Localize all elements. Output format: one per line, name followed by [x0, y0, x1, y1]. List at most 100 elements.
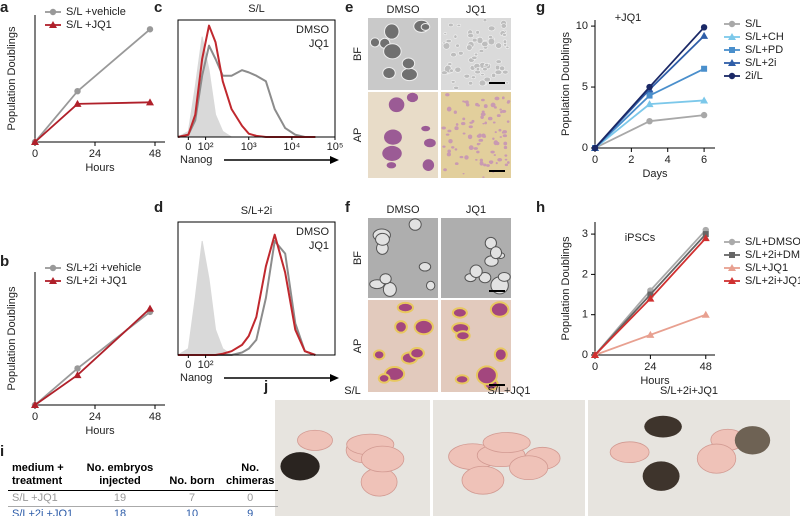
column-header: JQ1	[466, 4, 486, 16]
colony	[401, 57, 416, 70]
colony	[466, 44, 473, 51]
x-tick-label: 24	[89, 411, 101, 423]
photo-title: S/L+JQ1	[487, 385, 530, 397]
colony	[479, 158, 484, 162]
colony	[505, 45, 510, 49]
colony	[475, 365, 498, 386]
colony	[506, 120, 510, 123]
data-point	[146, 98, 154, 106]
colony	[481, 133, 486, 138]
colony	[425, 280, 436, 291]
colony	[478, 79, 486, 87]
colony	[497, 271, 511, 282]
y-axis-title: Population Doublings	[560, 32, 572, 136]
legend-marker	[729, 252, 735, 258]
x-tick-label: 0	[592, 154, 598, 166]
panel-letter: j	[263, 378, 268, 395]
legend-label: S/L +JQ1	[66, 19, 112, 31]
colony	[456, 23, 461, 27]
colony	[443, 32, 448, 35]
colony	[506, 161, 510, 164]
legend-label: S/L+2i+DMSO	[745, 249, 800, 261]
panel-letter: g	[536, 0, 545, 16]
colony	[471, 119, 475, 123]
data-point	[646, 117, 653, 125]
data-point	[646, 83, 653, 91]
colony	[462, 100, 465, 103]
plot-frame	[177, 19, 336, 138]
data-point	[700, 24, 708, 31]
colony	[460, 122, 466, 126]
row-label: BF	[352, 251, 364, 265]
x-tick-label: 4	[665, 154, 671, 166]
chart-title: S/L	[248, 3, 265, 15]
colony	[495, 42, 502, 49]
colony	[483, 76, 491, 83]
y-tick-label: 1	[582, 309, 588, 321]
colony	[484, 236, 497, 250]
legend-marker	[728, 264, 736, 271]
colony	[418, 262, 432, 272]
data-point	[591, 144, 599, 152]
data-point	[700, 31, 709, 39]
data-point	[701, 234, 710, 242]
x-axis-title: Nanog	[180, 154, 212, 166]
colony	[487, 25, 496, 32]
colony	[483, 104, 488, 109]
legend-label: S/L+2i+JQ1	[745, 275, 800, 287]
colony	[492, 121, 496, 124]
panel-letter: a	[0, 0, 9, 16]
data-point	[700, 111, 708, 119]
legend-marker	[728, 277, 736, 284]
chart-title: S/L+2i	[241, 205, 273, 217]
colony	[396, 301, 415, 314]
pup	[642, 461, 680, 491]
colony	[422, 159, 435, 171]
series-line	[34, 311, 151, 406]
colony	[446, 152, 451, 157]
colony	[459, 155, 464, 159]
data-point	[646, 92, 653, 99]
photo-title: S/L+2i+JQ1	[660, 385, 718, 397]
x-tick-label: 48	[149, 148, 161, 160]
x-axis-title: Hours	[85, 425, 115, 437]
legend-marker	[728, 59, 736, 66]
colony	[479, 161, 484, 166]
colony	[478, 49, 485, 53]
column-header: JQ1	[466, 204, 486, 216]
colony	[400, 67, 418, 82]
colony	[394, 320, 408, 334]
colony	[478, 138, 484, 142]
colony	[441, 126, 446, 130]
panel-letter: b	[0, 253, 9, 270]
table-cell: 19	[78, 490, 162, 507]
data-point	[31, 401, 39, 408]
colony	[443, 168, 447, 172]
data-point	[646, 294, 655, 302]
table-cell: 7	[162, 490, 222, 507]
legend-label: DMSO	[296, 24, 329, 36]
table-cell: S/L+2i +JQ1	[12, 508, 74, 516]
colony	[470, 75, 476, 79]
table-row: S/L+2i +JQ1 18 10 9	[8, 507, 278, 516]
colony	[388, 97, 405, 113]
colony	[469, 264, 483, 278]
panel-letter: c	[154, 0, 162, 16]
colony	[455, 123, 459, 126]
colony	[454, 162, 459, 166]
colony	[476, 150, 480, 154]
colony	[475, 158, 478, 161]
colony	[493, 154, 497, 156]
series-line	[34, 28, 151, 143]
colony	[494, 96, 500, 101]
colony	[503, 141, 508, 146]
pup	[461, 465, 505, 495]
panel-letter: h	[536, 199, 545, 216]
y-tick-label: 5	[582, 81, 588, 93]
x-tick-label: 10³	[241, 141, 257, 153]
colony	[384, 23, 400, 40]
legend-label: S/L	[745, 18, 762, 30]
colony	[503, 43, 508, 47]
table-cell: 0	[222, 490, 279, 507]
